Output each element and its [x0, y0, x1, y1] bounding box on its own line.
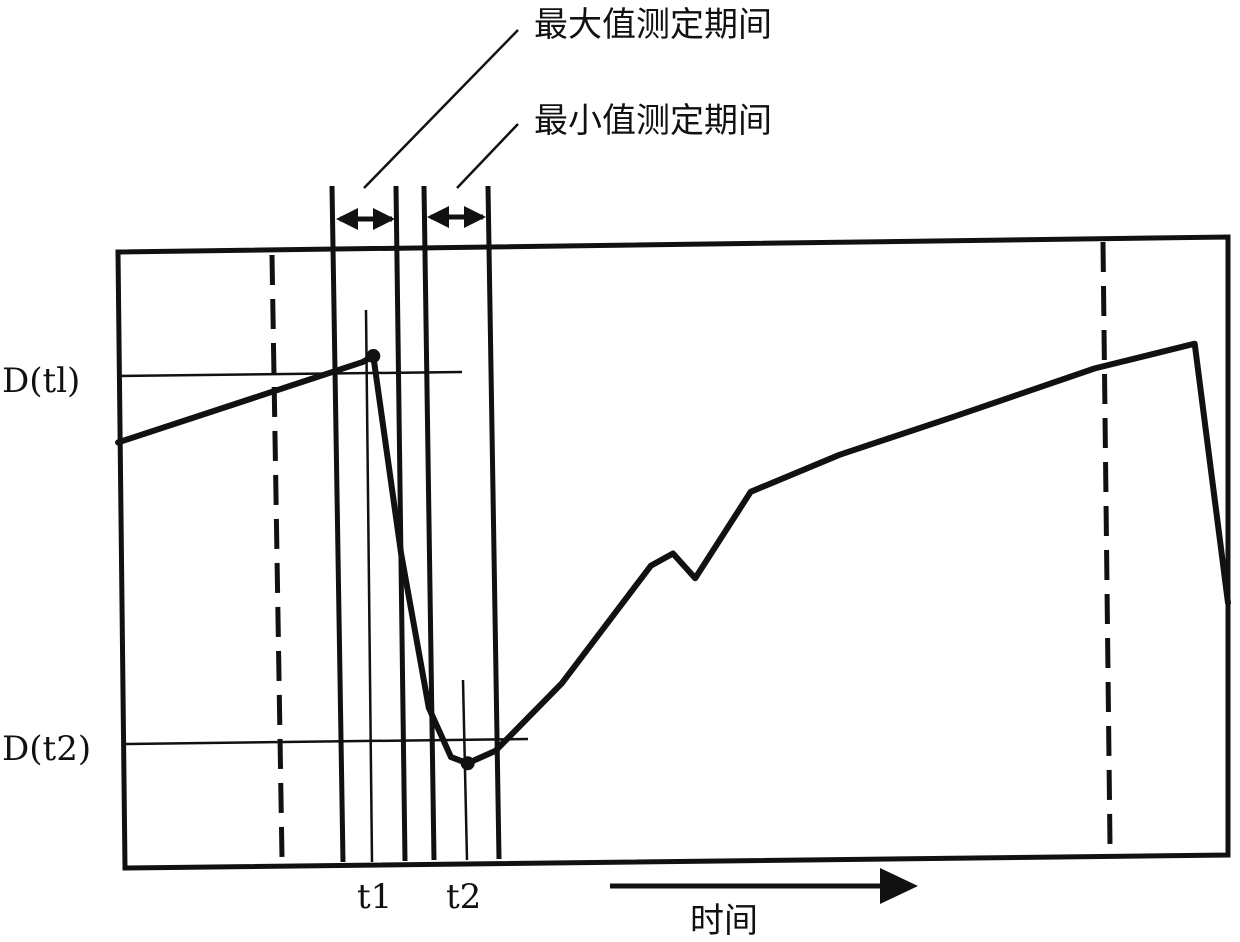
d-t1-reference-line — [118, 372, 462, 376]
dashed-reference-line-left — [272, 255, 282, 858]
dashed-reference-line-right — [1103, 242, 1110, 845]
max-period-start-line — [332, 186, 343, 862]
min-period-arrowhead-right — [464, 206, 486, 228]
d-t1-label: D(tl) — [2, 361, 80, 401]
series-line-0 — [118, 344, 1228, 764]
t1-label: t1 — [357, 877, 392, 917]
time-axis-arrowhead — [880, 868, 918, 904]
min-period-label: 最小值测定期间 — [534, 101, 772, 141]
min-period-end-line — [488, 186, 499, 859]
min-period-arrowhead-left — [427, 206, 449, 228]
d-t2-label: D(t2) — [2, 729, 91, 769]
series-layer — [118, 344, 1228, 771]
t1-tick-line — [366, 310, 372, 862]
time-axis-label: 时间 — [690, 901, 758, 941]
t2-label: t2 — [446, 877, 481, 917]
d-t2-reference-line — [125, 739, 528, 744]
max-period-label: 最大值测定期间 — [534, 5, 772, 45]
max-period-arrowhead-left — [336, 208, 358, 230]
min-period-start-line — [424, 186, 434, 860]
min-marker — [461, 756, 475, 770]
max-period-arrowhead-right — [373, 208, 395, 230]
min-period-leader-line — [457, 124, 518, 188]
max-marker — [366, 349, 380, 363]
max-period-leader-line — [364, 30, 518, 188]
